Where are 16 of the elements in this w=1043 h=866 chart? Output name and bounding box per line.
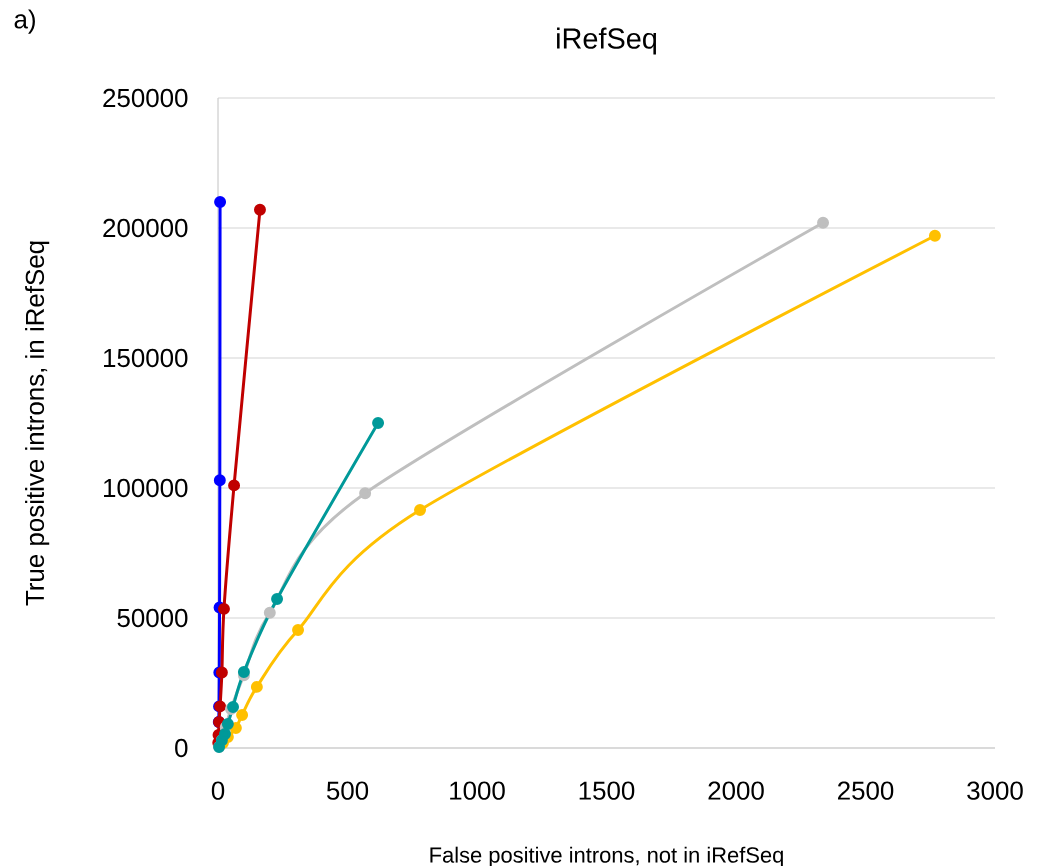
x-tick-label: 2000 <box>708 781 764 800</box>
x-tick-label: 0 <box>211 781 225 800</box>
x-tick-label: 3000 <box>967 781 1023 800</box>
text: a) <box>14 9 35 34</box>
chart-title: iRefSeq <box>557 27 657 55</box>
x-tick-label: 2500 <box>837 781 894 800</box>
x-tick-label: 1000 <box>450 781 505 800</box>
y-tick-label: 200000 <box>103 218 188 238</box>
y-axis-title: True positive introns, in iRefSeq <box>25 241 50 606</box>
y-tick-label: 150000 <box>104 348 188 368</box>
y-tick-label: 50000 <box>117 608 188 628</box>
x-tick-label: 500 <box>326 781 369 800</box>
y-tick-label: 250000 <box>103 88 188 108</box>
y-tick-label: 0 <box>175 738 188 758</box>
x-tick-label: 1500 <box>579 781 635 800</box>
y-tick-label: 100000 <box>104 478 188 498</box>
